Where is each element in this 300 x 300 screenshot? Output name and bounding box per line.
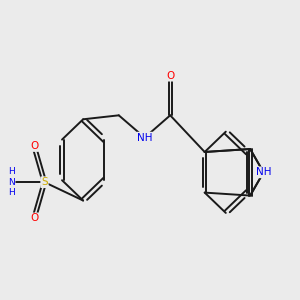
- Text: NH: NH: [256, 167, 271, 177]
- Text: NH: NH: [137, 133, 152, 142]
- Text: S: S: [41, 177, 48, 187]
- Text: H
N
H: H N H: [8, 167, 15, 197]
- Text: O: O: [30, 213, 38, 224]
- Text: O: O: [166, 71, 174, 81]
- Text: O: O: [30, 141, 38, 151]
